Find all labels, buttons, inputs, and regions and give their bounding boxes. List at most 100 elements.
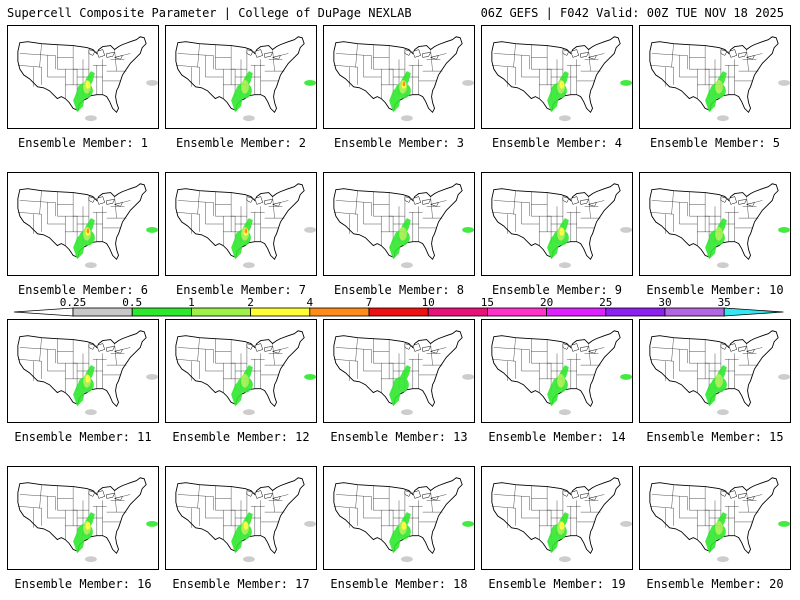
colorbar-tick-label: 15 — [481, 296, 494, 309]
country-outline — [17, 183, 147, 261]
scp-shading — [73, 71, 158, 122]
panel-caption: Ensemble Member: 9 — [491, 283, 623, 297]
country-outline — [649, 477, 779, 555]
scp-shading — [705, 218, 790, 269]
panel-caption: Ensemble Member: 15 — [646, 430, 784, 444]
us-map — [491, 477, 632, 563]
map-panel — [323, 172, 475, 276]
great-lakes — [404, 196, 439, 207]
colorbar-segment — [427, 307, 488, 317]
scp-shading — [547, 512, 632, 563]
map-panel — [165, 25, 317, 129]
colorbar-segment — [309, 307, 370, 317]
scp-shading — [389, 512, 474, 563]
great-lakes — [246, 196, 281, 207]
state-boundaries — [649, 484, 763, 540]
country-outline — [491, 36, 621, 114]
great-lakes — [562, 49, 597, 60]
scp-shading — [547, 365, 632, 416]
colorbar-tick-label: 7 — [366, 296, 373, 309]
us-map — [333, 183, 474, 269]
country-outline — [175, 330, 305, 408]
scp-shading — [705, 512, 790, 563]
panel-caption: Ensemble Member: 12 — [172, 430, 310, 444]
great-lakes — [720, 490, 755, 501]
colorbar-segment — [605, 307, 666, 317]
us-map — [333, 330, 474, 416]
country-outline — [333, 330, 463, 408]
scp-shading — [547, 218, 632, 269]
country-outline — [333, 36, 463, 114]
us-map — [17, 183, 158, 269]
map-panel — [7, 319, 159, 423]
great-lakes — [246, 490, 281, 501]
map-panel — [165, 319, 317, 423]
scp-shading — [231, 512, 316, 563]
us-map — [17, 36, 158, 122]
colorbar-segment — [486, 307, 547, 317]
scp-shading — [547, 71, 632, 122]
colorbar-segment — [250, 307, 311, 317]
map-panel — [323, 25, 475, 129]
panel-caption: Ensemble Member: 4 — [491, 136, 623, 150]
panel-caption: Ensemble Member: 8 — [333, 283, 465, 297]
map-panel — [7, 25, 159, 129]
country-outline — [17, 36, 147, 114]
panel-caption: Ensemble Member: 7 — [175, 283, 307, 297]
colorbar-segment — [664, 307, 725, 317]
us-map — [175, 183, 316, 269]
map-panel — [323, 319, 475, 423]
panel-caption: Ensemble Member: 17 — [172, 577, 310, 591]
us-map — [175, 477, 316, 563]
colorbar-tick-label: 10 — [422, 296, 435, 309]
map-panel — [7, 466, 159, 570]
us-map — [649, 477, 790, 563]
map-panel — [639, 466, 791, 570]
great-lakes — [562, 343, 597, 354]
scp-shading — [389, 218, 474, 269]
us-map — [17, 330, 158, 416]
country-outline — [175, 36, 305, 114]
great-lakes — [720, 49, 755, 60]
colorbar-tick-label: 1 — [188, 296, 195, 309]
map-panel — [165, 466, 317, 570]
colorbar-tick-label: 35 — [718, 296, 731, 309]
colorbar-segment — [131, 307, 192, 317]
country-outline — [491, 183, 621, 261]
great-lakes — [404, 343, 439, 354]
great-lakes — [88, 196, 123, 207]
great-lakes — [720, 196, 755, 207]
scp-shading — [73, 365, 158, 416]
scp-shading — [705, 71, 790, 122]
us-map — [491, 183, 632, 269]
colorbar-right-tip — [723, 307, 784, 317]
panel-caption: Ensemble Member: 5 — [649, 136, 781, 150]
panel-caption: Ensemble Member: 14 — [488, 430, 626, 444]
great-lakes — [88, 490, 123, 501]
panel-caption: Ensemble Member: 18 — [330, 577, 468, 591]
header-run-info: 06Z GEFS | F042 Valid: 00Z TUE NOV 18 20… — [480, 6, 784, 20]
map-panel — [639, 172, 791, 276]
colorbar-segment — [546, 307, 607, 317]
colorbar-segment — [72, 307, 133, 317]
panel-caption: Ensemble Member: 20 — [646, 577, 784, 591]
panel-caption: Ensemble Member: 11 — [14, 430, 152, 444]
great-lakes — [88, 49, 123, 60]
state-boundaries — [17, 43, 131, 99]
colorbar-tick-label: 20 — [540, 296, 553, 309]
scp-shading — [231, 71, 316, 122]
us-map — [17, 477, 158, 563]
map-panel — [323, 466, 475, 570]
us-map — [333, 477, 474, 563]
great-lakes — [246, 49, 281, 60]
scp-shading — [231, 218, 316, 269]
scp-shading — [231, 365, 316, 416]
great-lakes — [404, 490, 439, 501]
country-outline — [333, 183, 463, 261]
country-outline — [333, 477, 463, 555]
us-map — [333, 36, 474, 122]
scp-shading — [73, 218, 158, 269]
great-lakes — [88, 343, 123, 354]
map-panel — [639, 319, 791, 423]
scp-shading — [389, 365, 474, 416]
